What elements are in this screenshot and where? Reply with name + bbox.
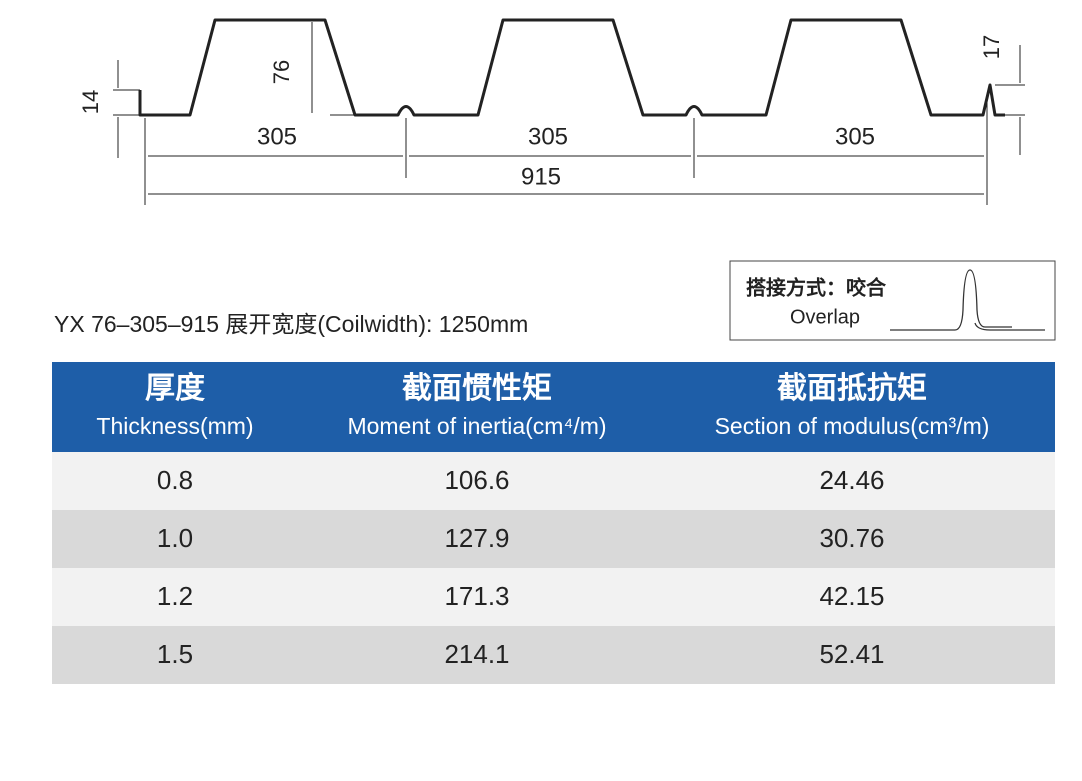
table-cell: 52.41	[819, 639, 884, 669]
table-cell: 171.3	[444, 581, 509, 611]
dim-label: 17	[979, 35, 1004, 59]
header-en: Section of modulus(cm³/m)	[715, 413, 990, 439]
overlap-title: 搭接方式：咬合	[746, 275, 887, 299]
table-cell: 1.5	[157, 639, 193, 669]
header-en: Moment of inertia(cm⁴/m)	[347, 413, 606, 439]
table-cell: 24.46	[819, 465, 884, 495]
dim-label: 14	[78, 90, 103, 114]
dim-label: 305	[257, 123, 297, 150]
table-cell: 1.0	[157, 523, 193, 553]
overlap-icon	[890, 269, 1045, 331]
table-cell: 0.8	[157, 465, 193, 495]
overlap-box	[729, 260, 1056, 341]
table-cell: 214.1	[444, 639, 509, 669]
table-header-bg	[52, 362, 1055, 452]
dim-label: 305	[835, 123, 875, 150]
table-cell: 127.9	[444, 523, 509, 553]
table-row-bg	[52, 510, 1055, 568]
header-cn: 厚度	[145, 372, 205, 405]
overlap-label: Overlap	[790, 306, 860, 328]
table-cell: 30.76	[819, 523, 884, 553]
table-row-bg	[52, 626, 1055, 684]
table: 厚度 Thickness(mm) 截面惯性矩 Moment of inertia(cm…	[52, 362, 1055, 684]
table-row-bg	[52, 568, 1055, 626]
profile-line	[138, 18, 1005, 117]
header-cn: 截面惯性矩	[402, 372, 552, 405]
header-en: Thickness(mm)	[96, 413, 253, 439]
table-row-bg	[52, 452, 1055, 510]
dim-label: 76	[269, 60, 294, 84]
profile-drawing	[113, 18, 1025, 205]
table-cell: 1.2	[157, 581, 193, 611]
header-cn: 截面抵抗矩	[777, 371, 927, 405]
table-cell: 106.6	[444, 465, 509, 495]
dim-label: 915	[521, 163, 561, 190]
dim-label: 305	[528, 123, 568, 150]
table-cell: 42.15	[819, 581, 884, 611]
spec-text: YX 76–305–915 展开宽度(Coilwidth): 1250mm	[54, 311, 528, 337]
